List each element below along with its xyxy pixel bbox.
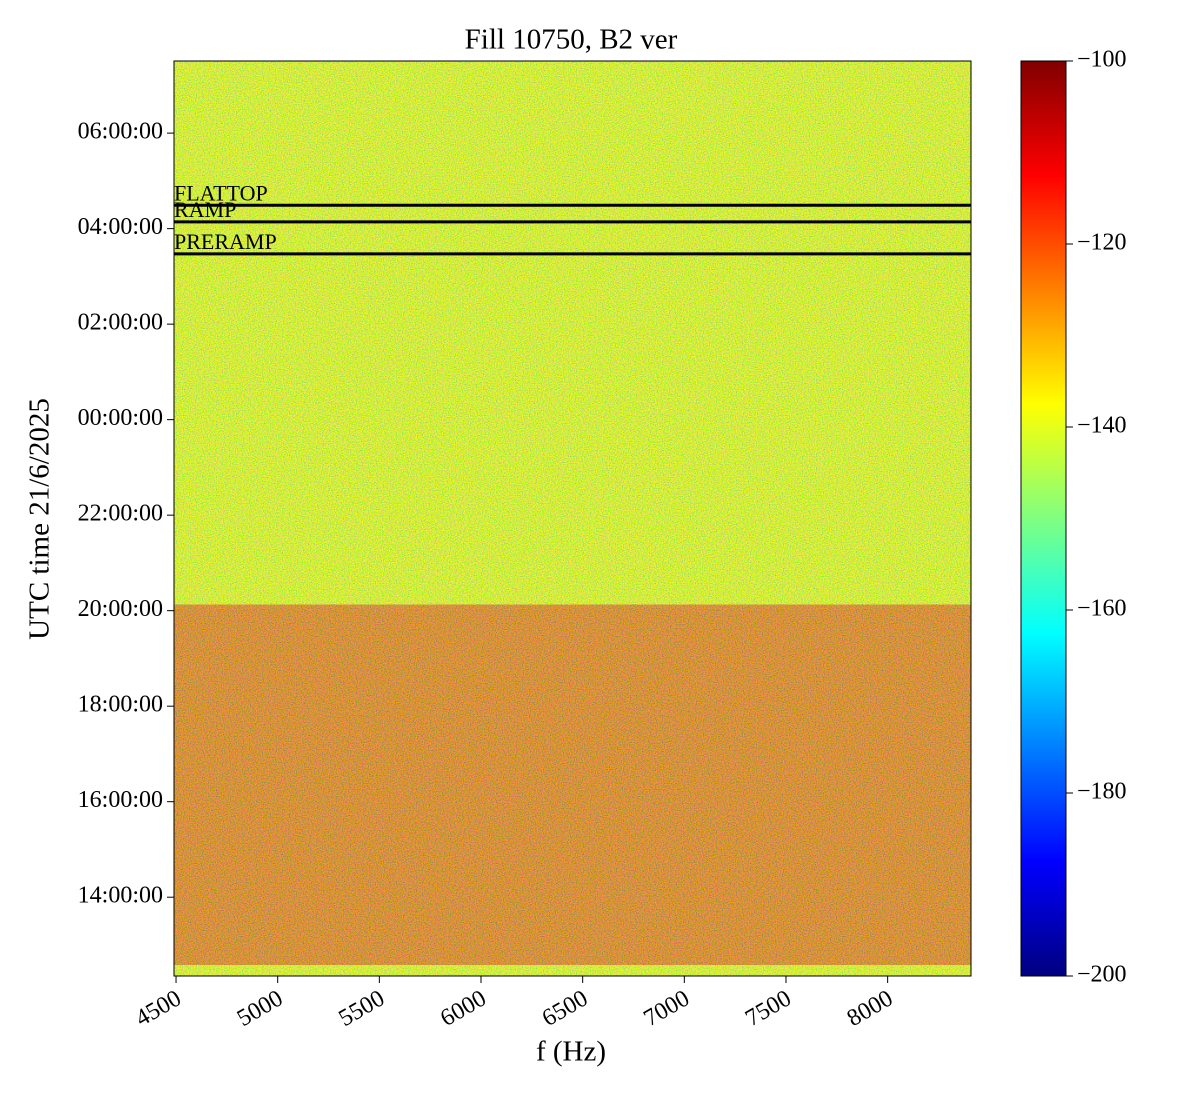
colorbar-tick-label: −120 xyxy=(1077,230,1127,256)
colorbar-tick-label: −200 xyxy=(1077,962,1127,988)
x-tick-label: 4500 xyxy=(131,985,186,1032)
y-axis-label: UTC time 21/6/2025 xyxy=(24,398,56,640)
chart-title: Fill 10750, B2 ver xyxy=(465,24,678,56)
x-tick-label: 6500 xyxy=(538,985,593,1032)
y-tick-label: 16:00:00 xyxy=(78,787,163,813)
y-tick-label: 18:00:00 xyxy=(78,692,163,718)
phase-label: FLATTOP xyxy=(174,180,268,205)
y-tick-label: 00:00:00 xyxy=(78,405,163,431)
colorbar-tick-label: −160 xyxy=(1077,596,1127,622)
y-tick-label: 06:00:00 xyxy=(78,119,163,145)
y-tick-label: 04:00:00 xyxy=(78,214,163,240)
phase-label: RAMP xyxy=(174,197,236,222)
x-axis-label: f (Hz) xyxy=(536,1036,606,1068)
plot-frame xyxy=(173,60,972,977)
x-tick-label: 5000 xyxy=(233,985,288,1032)
noise-texture xyxy=(174,61,971,976)
x-tick-label: 6000 xyxy=(436,985,491,1032)
x-tick-label: 7000 xyxy=(640,985,695,1032)
colorbar-tick-label: −140 xyxy=(1077,413,1127,439)
x-tick-label: 8000 xyxy=(843,985,898,1032)
colorbar-tick-label: −180 xyxy=(1077,779,1127,805)
colorbar xyxy=(1020,60,1067,977)
y-tick-label: 14:00:00 xyxy=(78,883,163,909)
phase-label: PRERAMP xyxy=(174,229,277,254)
y-tick-label: 22:00:00 xyxy=(78,501,163,527)
colorbar-tick-label: −100 xyxy=(1077,47,1127,73)
y-tick-label: 20:00:00 xyxy=(78,596,163,622)
x-tick-label: 5500 xyxy=(335,985,390,1032)
y-tick-label: 02:00:00 xyxy=(78,310,163,336)
x-tick-label: 7500 xyxy=(741,985,796,1032)
